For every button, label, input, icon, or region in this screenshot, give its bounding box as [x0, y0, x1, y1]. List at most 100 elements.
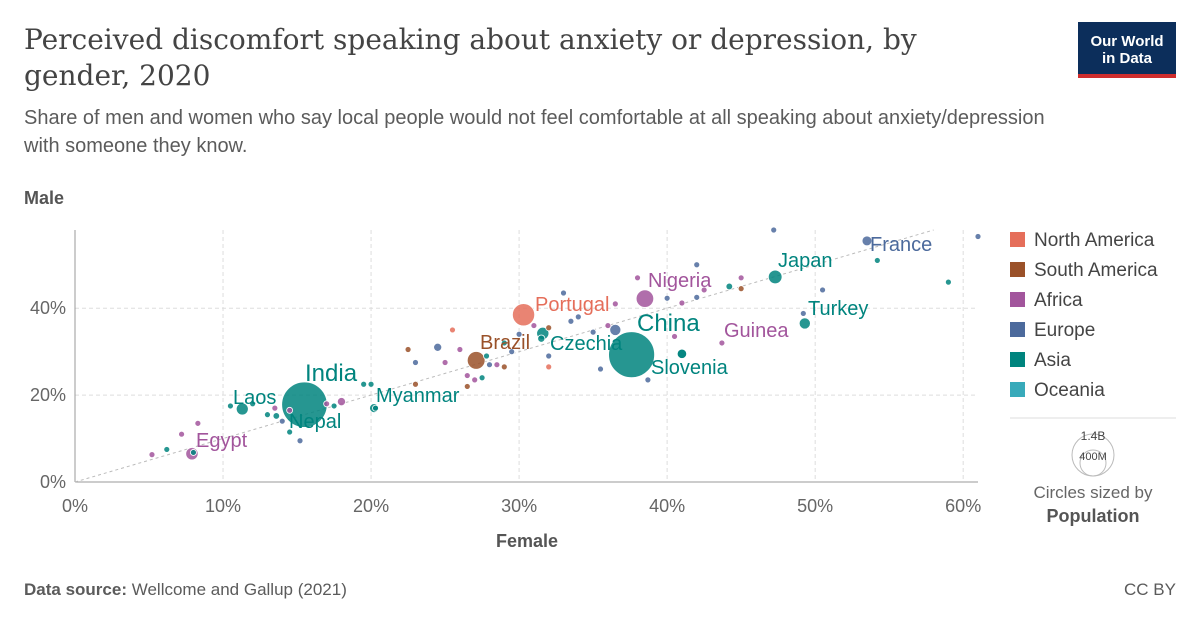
data-point: [330, 402, 338, 410]
chart-subtitle: Share of men and women who say local peo…: [24, 107, 1045, 157]
data-point: [634, 274, 641, 282]
data-point: [493, 361, 501, 369]
data-point: [449, 326, 456, 334]
data-point: [404, 346, 412, 353]
size-legend-small-label: 400M: [1079, 451, 1107, 463]
point-label-turkey: Turkey: [808, 298, 868, 320]
data-point: [770, 226, 778, 234]
x-tick-label: 60%: [945, 496, 981, 516]
data-point-brazil: [466, 351, 486, 370]
data-point: [663, 294, 671, 302]
size-legend-caption: Circles sized by: [1033, 483, 1153, 502]
data-point: [597, 365, 604, 373]
data-point: [545, 324, 553, 332]
data-point: [478, 374, 486, 382]
data-point: [799, 310, 807, 317]
legend-swatch: [1010, 352, 1025, 367]
point-label-nepal: Nepal: [289, 411, 341, 433]
data-point: [819, 286, 826, 294]
data-point: [515, 330, 523, 338]
data-point: [500, 363, 508, 371]
data-point: [412, 359, 419, 366]
point-label-france: France: [870, 234, 932, 256]
data-point: [249, 400, 257, 408]
legend-label: Asia: [1034, 350, 1071, 371]
data-point: [725, 282, 734, 291]
data-point-slovenia: [676, 348, 688, 359]
point-label-china: China: [637, 310, 700, 337]
y-tick-label: 40%: [30, 298, 66, 318]
size-legend-small-circle: [1079, 449, 1107, 477]
data-point: [508, 348, 516, 356]
data-point: [456, 346, 464, 353]
point-label-brazil: Brazil: [480, 332, 530, 354]
diagonal-reference-line: [74, 229, 934, 483]
data-point: [278, 417, 286, 425]
size-legend-caption-bold: Population: [1047, 506, 1140, 526]
legend-label: South America: [1034, 260, 1158, 281]
data-point: [463, 383, 471, 390]
data-point: [271, 404, 279, 412]
data-source-text: Wellcome and Gallup (2021): [131, 580, 347, 599]
data-point: [286, 406, 294, 414]
data-point: [296, 437, 304, 445]
legend-label: Africa: [1034, 290, 1083, 311]
x-tick-label: 50%: [797, 496, 833, 516]
x-tick-label: 30%: [501, 496, 537, 516]
data-point: [545, 352, 553, 360]
data-point: [678, 299, 686, 307]
data-point: [611, 300, 619, 308]
data-point: [737, 285, 745, 293]
data-point: [323, 400, 331, 408]
data-point: [190, 449, 197, 456]
x-tick-label: 20%: [353, 496, 389, 516]
data-point: [412, 380, 419, 388]
data-point: [560, 289, 567, 297]
point-label-india: India: [305, 360, 358, 387]
data-point: [148, 451, 156, 459]
data-point: [227, 402, 234, 410]
point-label-slovenia: Slovenia: [651, 357, 729, 379]
legend-label: North America: [1034, 230, 1155, 251]
data-point-china: [608, 331, 656, 379]
data-point-laos: [235, 402, 249, 416]
data-point: [471, 376, 479, 384]
y-tick-label: 0%: [40, 472, 66, 492]
logo-line-2: in Data: [1101, 50, 1152, 67]
legend-swatch: [1010, 322, 1025, 337]
point-label-nigeria: Nigeria: [648, 270, 712, 292]
data-point: [372, 404, 379, 412]
x-tick-label: 40%: [649, 496, 685, 516]
data-point: [873, 257, 881, 264]
data-point: [567, 317, 575, 325]
data-point: [486, 361, 493, 369]
point-label-portugal: Portugal: [535, 294, 610, 316]
data-point: [944, 278, 952, 286]
point-label-japan: Japan: [778, 250, 833, 272]
data-point-nepal: [272, 412, 281, 420]
data-source: Data source: Wellcome and Gallup (2021): [24, 580, 347, 600]
data-point: [264, 411, 271, 419]
data-point: [360, 380, 368, 388]
data-point: [367, 380, 375, 388]
data-point: [644, 376, 652, 384]
x-tick-label: 0%: [62, 496, 88, 516]
data-point: [700, 286, 708, 294]
point-label-myanmar: Myanmar: [376, 385, 460, 407]
data-point: [537, 334, 546, 343]
data-point: [178, 430, 185, 438]
data-point: [693, 293, 701, 301]
size-legend-big-label: 1.4B: [1081, 429, 1106, 443]
point-label-guinea: Guinea: [724, 320, 789, 342]
data-point: [574, 313, 582, 321]
license-link[interactable]: CC BY: [1124, 580, 1176, 599]
legend-label: Europe: [1034, 320, 1095, 341]
y-axis-title: Male: [24, 188, 64, 208]
data-point: [974, 233, 982, 240]
owid-logo[interactable]: Our World in Data: [1078, 22, 1176, 78]
data-point: [483, 352, 490, 360]
data-point: [163, 446, 171, 453]
data-point: [545, 363, 553, 371]
data-point: [530, 322, 538, 329]
